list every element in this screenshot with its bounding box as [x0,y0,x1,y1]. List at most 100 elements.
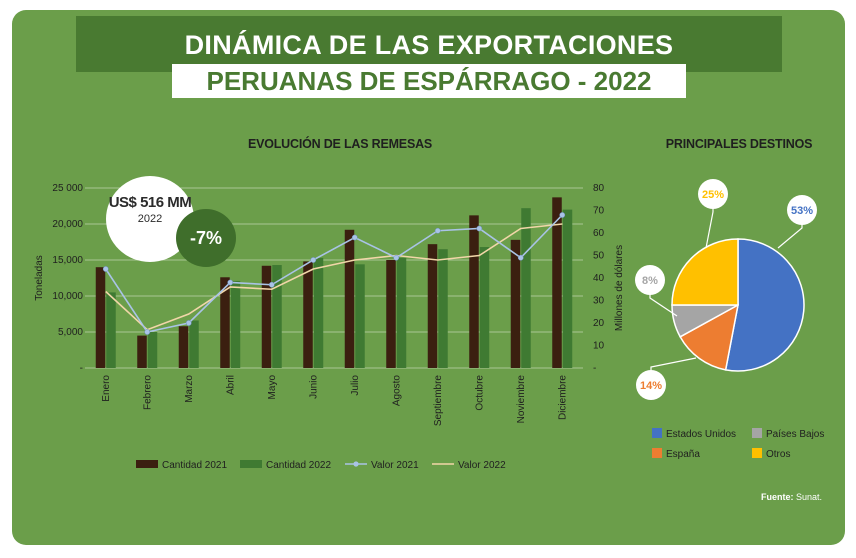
line-valor-2021-point [185,320,192,326]
bar-cantidad-2022 [313,257,324,368]
title-line-2-box [172,64,686,98]
line-valor-2021-point [559,212,566,218]
y-tick-label-right: 80 [593,183,605,194]
y-tick-label-left: 25 000 [52,183,83,194]
pie-legend-swatch [752,428,762,438]
line-valor-2021-point [517,254,524,261]
line-valor-2021 [105,214,563,333]
x-tick-label: Septiembre [433,375,444,427]
bar-cantidad-2022 [147,332,158,368]
bar-cantidad-2022 [230,280,241,368]
y-tick-label-left: - [80,363,83,374]
pie-label: 8% [642,275,658,287]
x-tick-label: Abril [225,375,236,395]
legend-label: Valor 2021 [371,460,419,471]
bar-cantidad-2022 [106,292,116,368]
bar-cantidad-2021 [178,326,189,368]
y-tick-label-right: 60 [593,228,605,239]
y-tick-label-left: 20,000 [52,219,83,230]
pie-callout-circle [698,179,728,209]
source-label: Fuente: [760,492,794,502]
legend-swatch [240,460,262,468]
bar-cantidad-2022 [521,208,531,368]
y-tick-label-right: 20 [593,318,605,329]
pie-legend-swatch [652,448,662,458]
bar-cantidad-2021 [469,215,479,368]
y-tick-label-right: 50 [593,251,605,262]
x-tick-label: Julio [350,375,361,396]
pie-legend-swatch [652,428,662,438]
bar-cantidad-2021 [552,197,562,368]
line-valor-2021-point [476,225,483,232]
bar-cantidad-2022 [438,249,448,368]
source-text: Sunat. [795,492,822,502]
bar-cantidad-2021 [386,260,396,368]
highlight-value: US$ 516 MM [108,194,192,211]
title-band [76,16,782,72]
pie-callout-circle [636,370,666,400]
x-tick-label: Junio [308,375,319,399]
x-tick-label: Diciembre [557,375,568,420]
line-valor-2021-point [434,227,441,234]
bar-cantidad-2022 [272,265,282,368]
chart-subtitle-remesas: EVOLUCIÓN DE LAS REMESAS [247,137,433,151]
source-note: Fuente: Sunat. [761,492,822,502]
pie-label: 14% [640,380,662,392]
legend-label: Cantidad 2022 [266,460,331,471]
pie-label: 25% [702,189,724,201]
legend-label: Valor 2022 [458,460,506,471]
chart-subtitle-destinos: PRINCIPALES DESTINOS [665,137,813,151]
y-tick-label-right: 10 [593,341,605,352]
y-tick-label-left: 5,000 [58,327,83,338]
bar-cantidad-2021 [261,265,272,368]
bar-cantidad-2021 [95,267,106,368]
bar-cantidad-2022 [479,247,490,368]
y-tick-label-right: 40 [593,273,605,284]
legend-swatch [136,460,158,468]
pie-label: 53% [791,205,813,217]
x-tick-label: Marzo [184,375,195,403]
pie-legend-swatch [752,448,762,458]
bar-cantidad-2021 [220,277,230,368]
pie-slice [671,238,739,306]
y-axis-title-left: Toneladas [34,255,45,301]
line-valor-2021-point [393,254,400,261]
line-valor-2021-point [351,234,358,241]
pie-callout-circle [787,195,817,225]
legend-marker [353,461,359,467]
pie-legend-label: Estados Unidos [666,429,736,440]
line-valor-2021-point [227,279,234,286]
y-tick-label-right: - [593,363,596,374]
line-valor-2021-point [102,266,109,272]
line-valor-2021-point [310,257,317,263]
change-value: -7% [189,228,222,248]
x-tick-label: Mayo [267,375,278,400]
pie-slice [679,303,740,371]
x-tick-label: Agosto [391,375,402,407]
pie-legend-label: Otros [766,449,790,460]
bar-cantidad-2022 [396,257,407,368]
y-tick-label-left: 10,000 [52,291,83,302]
pie-slice [724,238,805,372]
line-valor-2022 [105,223,563,331]
title-line-1: DINÁMICA DE LAS EXPORTACIONES [184,30,674,60]
line-valor-2021-point [268,281,275,288]
y-tick-label-left: 15,000 [52,255,83,266]
bar-cantidad-2021 [137,335,147,368]
x-tick-label: Noviembre [516,375,527,424]
pie-callout-circle [635,265,665,295]
pie-legend-label: Países Bajos [766,429,824,440]
title-line-2: PERUANAS DE ESPÁRRAGO - 2022 [206,66,652,96]
x-tick-label: Enero [101,375,112,402]
highlight-year: 2022 [137,213,163,225]
bar-cantidad-2022 [355,264,365,368]
x-tick-label: Febrero [142,375,153,410]
y-tick-label-right: 70 [593,206,605,217]
bar-cantidad-2021 [344,229,355,368]
bar-cantidad-2022 [189,320,199,368]
y-tick-label-right: 30 [593,296,605,307]
y-axis-title-right: Millones de dólares [614,245,625,331]
pie-legend-label: España [666,449,700,460]
